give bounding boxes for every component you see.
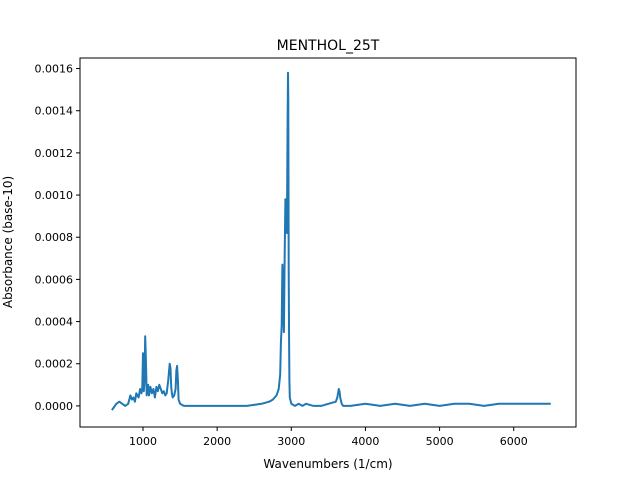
y-tick-label: 0.0014	[35, 105, 74, 118]
y-tick-label: 0.0008	[35, 231, 74, 244]
x-axis-label: Wavenumbers (1/cm)	[263, 457, 392, 471]
y-tick-label: 0.0010	[35, 189, 74, 202]
chart-title: MENTHOL_25T	[277, 38, 380, 54]
plot-area	[111, 71, 551, 411]
x-tick-label: 6000	[500, 435, 528, 448]
x-tick-label: 3000	[277, 435, 305, 448]
series-line	[111, 71, 551, 411]
y-tick-label: 0.0016	[35, 63, 74, 76]
y-axis-ticks: 0.0000 0.0002 0.0004 0.0006 0.0008 0.0010 0.00…	[35, 63, 80, 413]
x-tick-label: 1000	[129, 435, 157, 448]
y-tick-label: 0.0004	[35, 316, 74, 329]
x-tick-label: 5000	[426, 435, 454, 448]
y-tick-label: 0.0012	[35, 147, 74, 160]
y-tick-label: 0.0000	[35, 400, 74, 413]
x-axis-ticks: 1000 2000 3000 4000 5000 6000	[129, 427, 528, 448]
y-tick-label: 0.0006	[35, 273, 74, 286]
y-tick-label: 0.0002	[35, 358, 74, 371]
x-tick-label: 2000	[203, 435, 231, 448]
plot-frame	[79, 57, 577, 428]
x-tick-label: 4000	[351, 435, 379, 448]
y-axis-label: Absorbance (base-10)	[1, 176, 15, 308]
